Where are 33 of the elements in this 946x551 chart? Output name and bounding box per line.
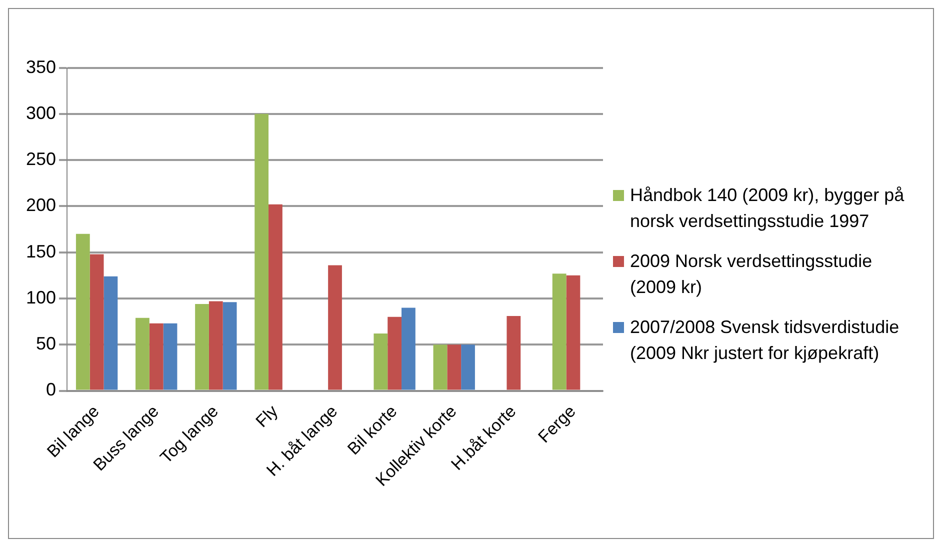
y-tick-label: 300: [26, 102, 56, 122]
bar: [195, 304, 209, 390]
bar: [402, 307, 416, 390]
y-tick-label: 50: [36, 333, 56, 354]
bar: [163, 322, 178, 390]
bar: [461, 344, 475, 390]
y-tick-label: 200: [26, 194, 56, 215]
y-tick-label: 100: [26, 286, 56, 307]
y-tick-label: 0: [46, 379, 56, 400]
bar: [566, 274, 580, 390]
bar: [506, 316, 521, 390]
bar: [76, 233, 90, 390]
bar: [208, 300, 223, 390]
bar: [433, 344, 448, 390]
bar: [136, 317, 150, 390]
bar: [268, 204, 282, 390]
bar: [552, 273, 566, 390]
legend-label: 2009 Norsk verdsettingsstudie (2009 kr): [630, 250, 874, 299]
y-tick-label: 250: [26, 148, 56, 169]
bar: [254, 113, 269, 390]
bar: [90, 254, 104, 390]
bar: [328, 264, 342, 390]
y-tick-label: 350: [26, 56, 56, 76]
bar: [104, 276, 118, 390]
bar: [447, 344, 462, 390]
x-tick-label: Fly: [252, 400, 282, 431]
bar: [388, 316, 402, 390]
bar: [149, 322, 164, 390]
legend-label: 2007/2008 Svensk tidsverdistudie (2009 Nkr justert for kjøpekraft): [630, 316, 900, 365]
bar: [374, 333, 388, 390]
y-tick-label: 150: [26, 240, 56, 261]
legend-label: Håndbok 140 (2009 kr), bygger på norsk verdsettingsstudie 1997: [630, 184, 906, 233]
bar: [222, 302, 237, 390]
